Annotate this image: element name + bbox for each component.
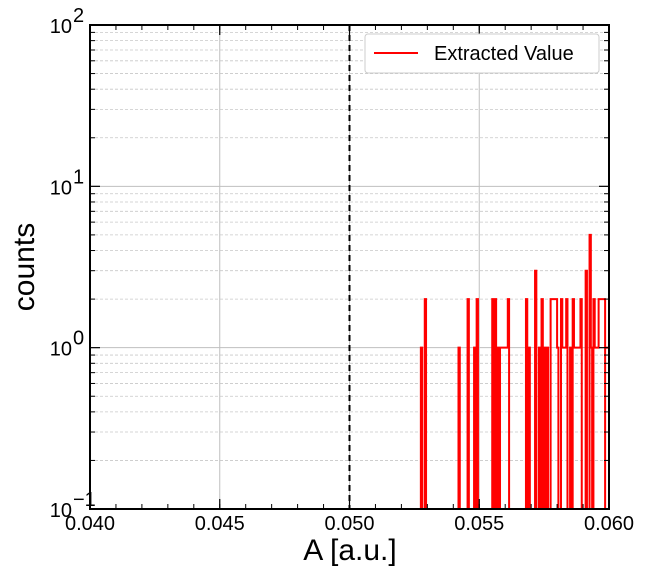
x-tick-label: 0.050 [324,513,374,535]
svg-text:0: 0 [73,328,84,350]
y-tick-label: 10 1 [50,166,84,199]
histogram-series-outline [419,233,607,509]
x-axis-title: A [a.u.] [303,534,396,567]
svg-text:−1: −1 [73,489,96,511]
svg-text:10: 10 [50,500,72,522]
x-tick-label: 0.040 [65,513,115,535]
x-tick-label: 0.055 [454,513,504,535]
legend-box [364,33,600,74]
y-axis-title: counts [8,223,41,311]
y-tick-label: 10 −1 [50,489,96,522]
y-tick-label: 10 0 [50,328,84,361]
x-tick-label: 0.060 [584,513,634,535]
axis-ticks [89,25,610,510]
y-tick-label: 10 2 [50,5,84,38]
x-tick-label: 0.045 [195,513,245,535]
legend: Extracted Value [364,33,600,74]
x-tick-labels: 0.040 0.045 0.050 0.055 0.060 [65,513,634,535]
svg-text:10: 10 [50,339,72,361]
legend-entry-label: Extracted Value [434,43,574,65]
svg-text:10: 10 [50,16,72,38]
svg-text:1: 1 [73,166,84,188]
svg-text:10: 10 [50,177,72,199]
svg-text:2: 2 [73,5,84,27]
